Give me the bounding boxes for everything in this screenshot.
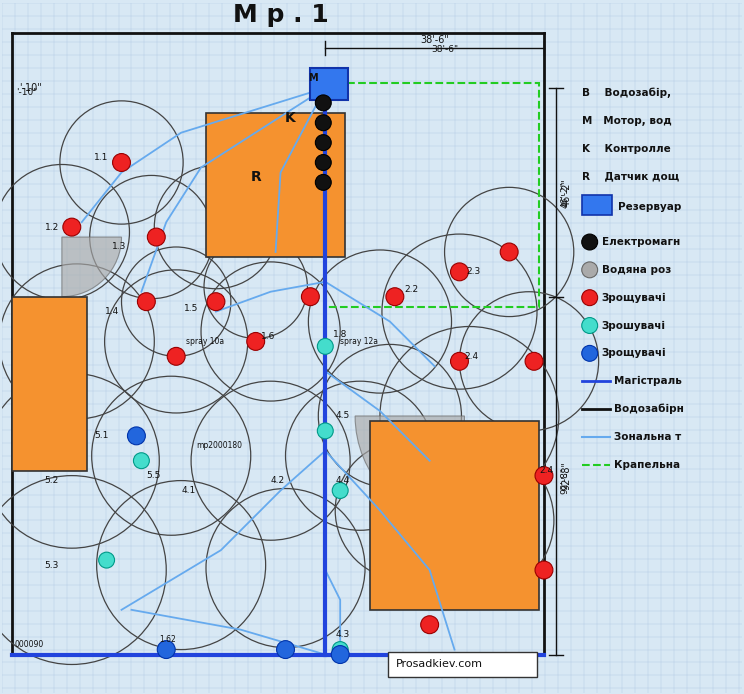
- Text: Водозабірн: Водозабірн: [614, 404, 684, 414]
- Bar: [310, 68, 348, 100]
- Text: 1.1: 1.1: [94, 153, 108, 162]
- Circle shape: [582, 289, 597, 305]
- Text: '-10": '-10": [19, 83, 42, 93]
- Circle shape: [582, 346, 597, 362]
- Circle shape: [333, 482, 348, 498]
- Circle shape: [133, 452, 150, 468]
- Text: 5.3: 5.3: [44, 561, 58, 570]
- Circle shape: [127, 427, 145, 445]
- Text: mp2000180: mp2000180: [196, 441, 242, 450]
- Circle shape: [535, 466, 553, 484]
- Text: Водяна роз: Водяна роз: [602, 265, 671, 275]
- Circle shape: [315, 115, 331, 130]
- Text: '-10": '-10": [16, 88, 37, 97]
- Circle shape: [207, 293, 225, 311]
- Text: 1.5: 1.5: [184, 304, 199, 313]
- Circle shape: [525, 353, 543, 370]
- Circle shape: [386, 288, 404, 305]
- Wedge shape: [355, 416, 464, 525]
- Text: 4.4: 4.4: [336, 476, 350, 485]
- Text: 000090: 000090: [14, 640, 43, 649]
- Text: spray 12a: spray 12a: [340, 337, 378, 346]
- Text: 38'-6": 38'-6": [420, 35, 449, 45]
- Text: 1.8: 1.8: [333, 330, 347, 339]
- Bar: [12, 297, 87, 471]
- Circle shape: [500, 243, 518, 261]
- Circle shape: [333, 642, 348, 657]
- Text: 4.5: 4.5: [336, 412, 350, 421]
- Text: 1.62: 1.62: [159, 635, 176, 644]
- Text: 1.2: 1.2: [45, 223, 60, 232]
- Text: 1.6: 1.6: [260, 332, 275, 341]
- Bar: [388, 652, 537, 677]
- Bar: [582, 195, 612, 215]
- Circle shape: [451, 263, 469, 281]
- Text: 5.2: 5.2: [44, 476, 58, 485]
- Text: 4.1: 4.1: [181, 486, 196, 495]
- Circle shape: [582, 318, 597, 334]
- Text: 38'-6": 38'-6": [432, 44, 459, 53]
- Bar: [370, 421, 539, 610]
- Circle shape: [318, 423, 333, 439]
- Text: 46'-2": 46'-2": [562, 178, 572, 207]
- Circle shape: [315, 95, 331, 111]
- Circle shape: [138, 293, 155, 311]
- Bar: [206, 113, 345, 257]
- Text: 2.2: 2.2: [405, 285, 419, 294]
- Circle shape: [157, 641, 175, 659]
- Text: Крапельна: Крапельна: [614, 459, 680, 470]
- Text: Зрощувачі: Зрощувачі: [602, 348, 666, 358]
- Circle shape: [451, 353, 469, 370]
- Text: 1.4: 1.4: [105, 307, 119, 316]
- Circle shape: [420, 616, 439, 634]
- Circle shape: [582, 262, 597, 278]
- Text: Магістраль: Магістраль: [614, 376, 682, 387]
- Text: spray 10a: spray 10a: [186, 337, 224, 346]
- Text: K: K: [285, 111, 296, 125]
- Circle shape: [582, 234, 597, 250]
- Circle shape: [247, 332, 265, 350]
- Text: K    Контролле: K Контролле: [582, 144, 670, 153]
- Text: Резервуар: Резервуар: [618, 202, 681, 212]
- Circle shape: [112, 153, 130, 171]
- Text: R: R: [250, 171, 261, 185]
- Circle shape: [62, 218, 81, 236]
- Text: 92'-8": 92'-8": [561, 467, 570, 494]
- Text: Зональна т: Зональна т: [614, 432, 681, 442]
- Text: Prosadkiev.com: Prosadkiev.com: [396, 659, 483, 670]
- Text: Зрощувачі: Зрощувачі: [602, 293, 666, 303]
- Circle shape: [315, 174, 331, 190]
- Circle shape: [301, 288, 319, 305]
- Text: 2.3: 2.3: [466, 267, 481, 276]
- Text: 4.3: 4.3: [336, 630, 350, 639]
- Circle shape: [318, 339, 333, 355]
- Text: 5.1: 5.1: [94, 432, 109, 441]
- Text: Зрошувачі: Зрошувачі: [602, 321, 666, 330]
- Text: 2.4: 2.4: [539, 466, 553, 475]
- Text: 46'-2": 46'-2": [561, 181, 570, 208]
- Text: М р . 1: М р . 1: [233, 3, 328, 27]
- Circle shape: [277, 641, 295, 659]
- Text: B    Водозабір,: B Водозабір,: [582, 87, 671, 98]
- Circle shape: [535, 561, 553, 579]
- Text: 4.2: 4.2: [271, 476, 285, 485]
- Circle shape: [315, 135, 331, 151]
- Circle shape: [99, 552, 115, 568]
- Text: 1.3: 1.3: [112, 242, 126, 251]
- Text: Електромагн: Електромагн: [602, 237, 680, 247]
- Text: R    Датчик дощ: R Датчик дощ: [582, 171, 679, 181]
- Text: M: M: [309, 73, 318, 83]
- Circle shape: [315, 155, 331, 171]
- Circle shape: [147, 228, 165, 246]
- Circle shape: [167, 348, 185, 365]
- Text: 2.4: 2.4: [464, 352, 478, 361]
- Text: M   Мотор, вод: M Мотор, вод: [582, 116, 672, 126]
- Bar: [325, 83, 539, 307]
- Text: 92'-8": 92'-8": [562, 461, 572, 490]
- Wedge shape: [62, 237, 121, 297]
- Text: 5.5: 5.5: [147, 471, 161, 480]
- Circle shape: [331, 645, 349, 663]
